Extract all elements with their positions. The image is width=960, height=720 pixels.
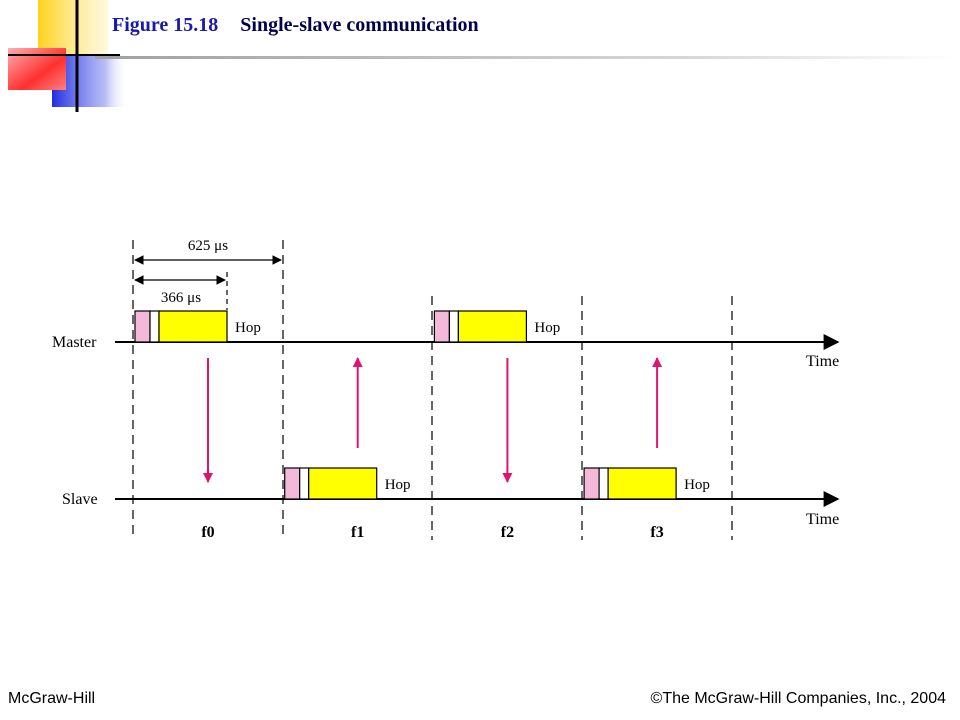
packet-header bbox=[134, 310, 151, 343]
frequency-label: f2 bbox=[501, 524, 514, 541]
hop-label: Hop bbox=[385, 477, 411, 493]
hop-label: Hop bbox=[684, 477, 710, 493]
packet-header bbox=[583, 467, 600, 500]
packet-header bbox=[433, 310, 450, 343]
packet-guard bbox=[299, 467, 310, 500]
slot-duration-label: 625 μs bbox=[188, 238, 228, 254]
hop-packet: Hop bbox=[134, 310, 261, 343]
packet-guard bbox=[149, 310, 160, 343]
footer-copyright: ©The McGraw-Hill Companies, Inc., 2004 bbox=[650, 690, 946, 707]
figure-title: Single-slave communication bbox=[240, 14, 479, 36]
frequency-label: f0 bbox=[201, 524, 214, 541]
packet-body bbox=[607, 467, 677, 500]
packets: Hop Hop Hop Hop bbox=[134, 310, 710, 500]
packet-header bbox=[284, 467, 301, 500]
hop-packet: Hop bbox=[284, 467, 411, 500]
hop-packet: Hop bbox=[433, 310, 560, 343]
footer-publisher: McGraw-Hill bbox=[8, 690, 96, 707]
figure-number: Figure 15.18 bbox=[112, 14, 219, 36]
transmission-arrows bbox=[203, 357, 663, 483]
master-time-label: Time bbox=[806, 353, 839, 370]
packet-guard bbox=[598, 467, 609, 500]
packet-body bbox=[158, 310, 228, 343]
packet-guard bbox=[448, 310, 459, 343]
frequency-label: f1 bbox=[351, 524, 364, 541]
hop-label: Hop bbox=[534, 320, 560, 336]
frequency-labels: f0 f1 f2 f3 bbox=[201, 524, 663, 541]
slave-label: Slave bbox=[62, 491, 98, 508]
packet-duration-label: 366 μs bbox=[161, 290, 201, 306]
header-rule bbox=[95, 56, 955, 59]
page-title: Figure 15.18 Single-slave communication bbox=[112, 14, 479, 37]
corner-decoration bbox=[8, 0, 128, 112]
frequency-label: f3 bbox=[650, 524, 663, 541]
slave-time-label: Time bbox=[806, 511, 839, 528]
packet-body bbox=[308, 467, 378, 500]
hop-packet: Hop bbox=[583, 467, 710, 500]
hop-label: Hop bbox=[235, 320, 261, 336]
packet-body bbox=[457, 310, 527, 343]
master-label: Master bbox=[52, 334, 97, 351]
